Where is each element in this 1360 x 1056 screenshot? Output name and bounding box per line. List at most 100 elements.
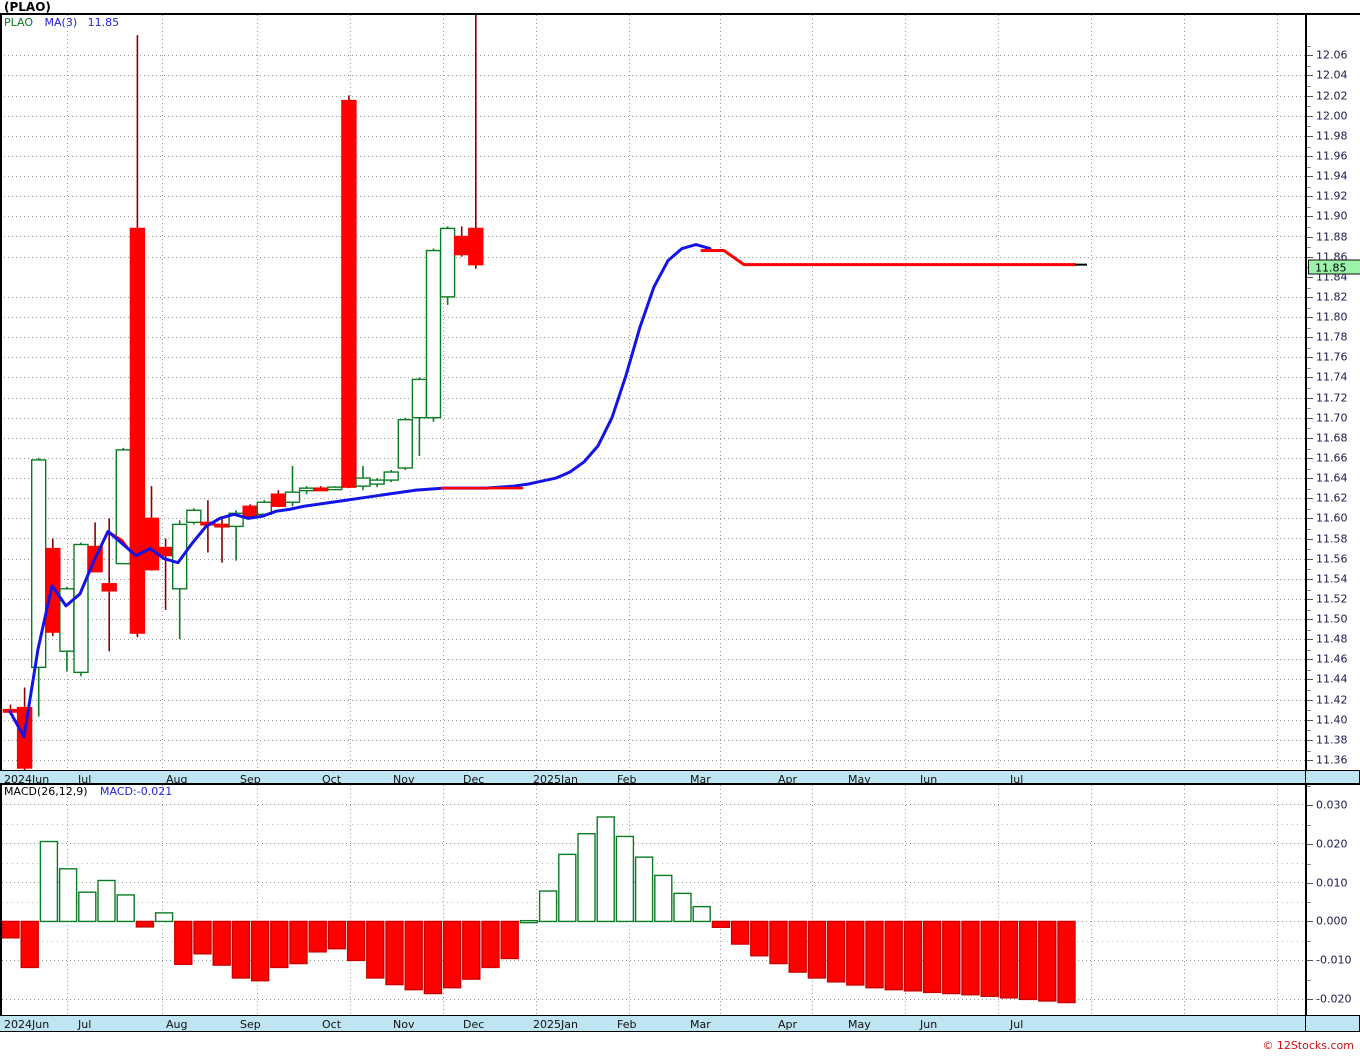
macd-axis-tick — [1307, 960, 1313, 962]
price-axis-minor-tick — [1307, 710, 1311, 712]
price-axis-minor-tick — [1307, 690, 1311, 692]
date-axis-label: Jul — [78, 1018, 92, 1031]
price-axis-minor-tick — [1307, 408, 1311, 410]
macd-chart-panel[interactable] — [0, 783, 1305, 1015]
price-axis-minor-tick — [1307, 529, 1311, 531]
price-axis-label: 11.44 — [1316, 672, 1348, 686]
price-axis-tick — [1307, 296, 1313, 298]
price-axis-tick — [1307, 759, 1313, 761]
price-axis-label: 11.36 — [1316, 753, 1348, 767]
price-axis-label: 11.96 — [1316, 149, 1348, 163]
date-axis-label: May — [848, 1018, 871, 1031]
price-axis-minor-tick — [1307, 106, 1311, 108]
price-axis-tick — [1307, 115, 1313, 117]
macd-axis[interactable]: 0.030 0.020 0.010 0.000 -0.010 -0.020 — [1305, 783, 1360, 1015]
price-axis-minor-tick — [1307, 388, 1311, 390]
price-axis-minor-tick — [1307, 327, 1311, 329]
date-axis-label: Aug — [166, 773, 188, 786]
date-axis-label: 2025Jan — [533, 773, 578, 786]
price-axis-label: 12.06 — [1316, 48, 1348, 62]
price-axis-minor-tick — [1307, 629, 1311, 631]
price-axis-tick — [1307, 135, 1313, 137]
price-axis-label: 11.82 — [1316, 290, 1348, 304]
macd-axis-label: 0.030 — [1316, 798, 1348, 811]
price-axis-label: 11.88 — [1316, 230, 1348, 243]
legend-symbol: PLAO — [4, 16, 34, 29]
price-axis-minor-tick — [1307, 549, 1311, 551]
price-axis-tick — [1307, 518, 1313, 520]
date-axis-label: Feb — [617, 773, 637, 786]
price-axis-label: 11.48 — [1316, 632, 1348, 646]
price-axis[interactable]: 12.06 12.04 12.02 12.00 11.98 11.96 11.94 11.92… — [1305, 15, 1360, 770]
date-axis-label: Jul — [1010, 1018, 1024, 1031]
price-axis-tick — [1307, 377, 1313, 379]
price-axis-minor-tick — [1307, 186, 1311, 188]
date-axis-label: Apr — [778, 773, 798, 786]
price-chart-panel[interactable] — [0, 15, 1305, 770]
macd-axis-minor-tick — [1307, 902, 1311, 904]
macd-axis-tick — [1307, 882, 1313, 884]
price-axis-minor-tick — [1307, 166, 1311, 168]
price-plot-svg — [2, 15, 1305, 770]
price-axis-label: 11.42 — [1316, 693, 1348, 706]
macd-axis-label: -0.010 — [1316, 953, 1352, 967]
price-axis-tick — [1307, 95, 1313, 97]
price-axis-tick — [1307, 619, 1313, 620]
macd-axis-minor-tick — [1307, 785, 1311, 787]
price-axis-minor-tick — [1307, 649, 1311, 651]
price-axis-minor-tick — [1307, 45, 1311, 47]
price-axis-label: 11.62 — [1316, 491, 1348, 505]
price-axis-tick — [1307, 276, 1313, 278]
price-axis-label: 11.70 — [1316, 411, 1348, 425]
price-axis-tick — [1307, 317, 1313, 318]
date-axis-label: Dec — [463, 773, 485, 786]
date-axis-label: 2024Jun — [4, 1018, 50, 1031]
price-axis-tick — [1307, 357, 1313, 359]
price-axis-tick — [1307, 538, 1313, 540]
price-axis-label: 11.72 — [1316, 391, 1348, 404]
price-axis-tick — [1307, 196, 1313, 198]
legend-ma-label: MA(3) — [44, 16, 78, 29]
price-axis-tick — [1307, 216, 1313, 218]
price-axis-label: 11.56 — [1316, 552, 1348, 566]
date-axis-label: Sep — [240, 773, 261, 786]
price-axis-label: 11.94 — [1316, 169, 1348, 183]
date-axis-top[interactable]: 2024Jun Jul Aug Sep Oct Nov Dec 2025Jan Feb Mar Ap… — [0, 770, 1305, 786]
date-axis-label: Oct — [322, 1018, 342, 1031]
date-axis-label: Aug — [166, 1018, 188, 1031]
macd-plot-svg — [2, 785, 1305, 1015]
date-axis-label: Jul — [1010, 773, 1024, 786]
price-axis-minor-tick — [1307, 227, 1311, 229]
price-axis-tick — [1307, 679, 1313, 681]
price-axis-minor-tick — [1307, 750, 1311, 752]
legend-ma-value: 11.85 — [87, 16, 120, 29]
page-title: (PLAO) — [4, 0, 51, 14]
price-axis-minor-tick — [1307, 126, 1311, 128]
price-axis-label: 11.78 — [1316, 330, 1348, 344]
price-axis-label: 11.60 — [1316, 511, 1348, 525]
price-axis-label: 11.68 — [1316, 431, 1348, 445]
macd-axis-label: 0.010 — [1316, 876, 1348, 889]
macd-legend: MACD(26,12,9) MACD:-0.021 — [4, 785, 172, 798]
price-axis-label: 12.00 — [1316, 109, 1348, 123]
price-axis-tick — [1307, 498, 1313, 500]
price-axis-minor-tick — [1307, 428, 1311, 430]
price-axis-tick — [1307, 437, 1313, 439]
price-legend: PLAO MA(3) 11.85 — [4, 16, 119, 29]
date-axis-bottom[interactable]: 2024Jun Jul Aug Sep Oct Nov Dec 2025Jan Feb Mar Ap… — [0, 1015, 1305, 1032]
price-axis-label: 12.02 — [1316, 89, 1348, 102]
price-axis-tick — [1307, 639, 1313, 641]
price-axis-minor-tick — [1307, 66, 1311, 67]
macd-axis-tick — [1307, 804, 1313, 806]
macd-axis-label: -0.020 — [1316, 992, 1352, 1006]
price-axis-minor-tick — [1307, 448, 1311, 450]
price-axis-tick — [1307, 598, 1313, 600]
price-axis-tick — [1307, 75, 1313, 77]
macd-axis-tick — [1307, 921, 1313, 923]
price-axis-minor-tick — [1307, 287, 1311, 289]
window-titlebar: (PLAO) — [0, 0, 1360, 14]
date-axis-label: Jun — [920, 1018, 938, 1031]
current-price-badge[interactable]: 11.85 — [1308, 259, 1360, 275]
price-axis-minor-tick — [1307, 589, 1311, 591]
price-axis-tick — [1307, 236, 1313, 238]
